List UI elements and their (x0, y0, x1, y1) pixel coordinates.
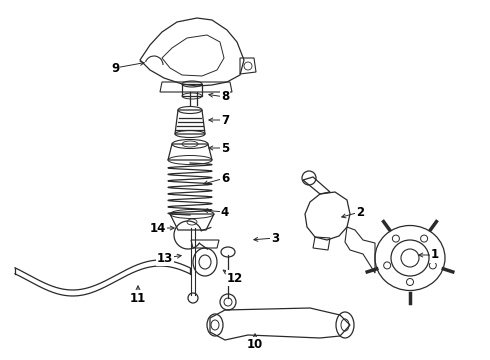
Text: 9: 9 (111, 62, 119, 75)
Text: 4: 4 (221, 206, 229, 219)
Text: 13: 13 (157, 252, 173, 265)
Text: 1: 1 (431, 248, 439, 261)
Text: 5: 5 (221, 141, 229, 154)
Text: 2: 2 (356, 206, 364, 219)
Text: 12: 12 (227, 271, 243, 284)
Text: 14: 14 (150, 221, 166, 234)
Text: 6: 6 (221, 171, 229, 184)
Text: 3: 3 (271, 231, 279, 244)
Text: 11: 11 (130, 292, 146, 305)
Text: 10: 10 (247, 338, 263, 351)
Text: 7: 7 (221, 113, 229, 126)
Text: 8: 8 (221, 90, 229, 104)
